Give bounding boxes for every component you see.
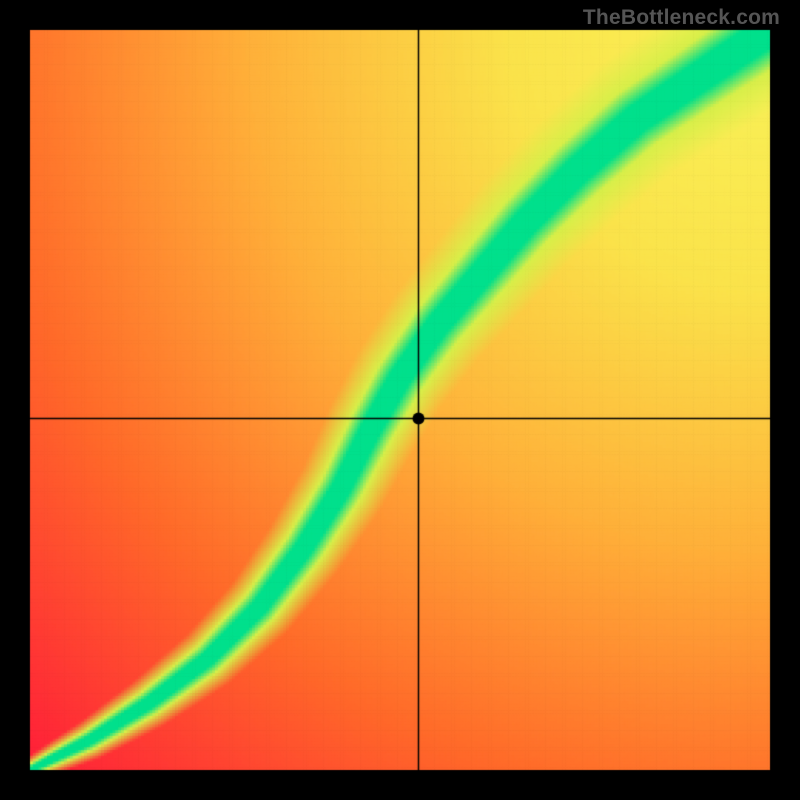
watermark-text: TheBottleneck.com	[583, 6, 780, 30]
heatmap-canvas	[0, 0, 800, 800]
chart-container: TheBottleneck.com	[0, 0, 800, 800]
